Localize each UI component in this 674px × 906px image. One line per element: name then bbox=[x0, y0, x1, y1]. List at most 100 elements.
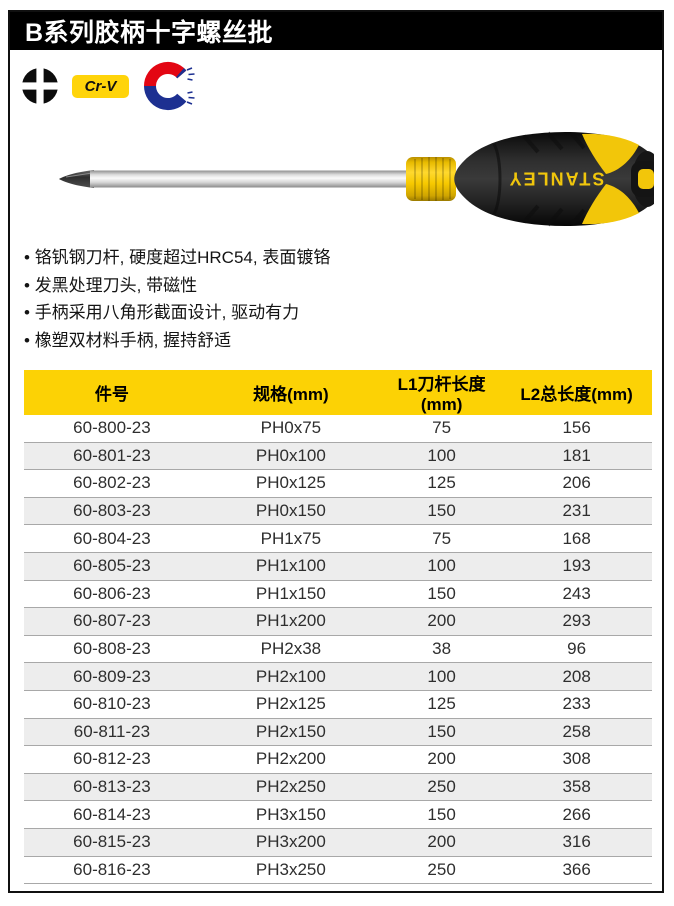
part-number-cell: 60-803-23 bbox=[24, 497, 200, 526]
feature-item: 发黑处理刀头, 带磁性 bbox=[24, 272, 662, 300]
crv-badge: Cr-V bbox=[72, 74, 129, 98]
spec-cell: PH3x150 bbox=[199, 800, 382, 829]
l1-length-cell: 150 bbox=[381, 800, 502, 829]
spec-cell: PH2x38 bbox=[199, 635, 382, 664]
l1-length-cell: 38 bbox=[381, 635, 502, 664]
header-l2-length: L2总长度(mm) bbox=[501, 370, 652, 415]
shaft bbox=[90, 170, 408, 188]
table-row: 60-815-23 PH3x200 200 316 bbox=[24, 828, 652, 857]
spec-cell: PH0x75 bbox=[199, 415, 382, 443]
spec-cell: PH2x200 bbox=[199, 745, 382, 774]
l1-length-cell: 125 bbox=[381, 469, 502, 498]
spec-cell: PH2x250 bbox=[199, 773, 382, 802]
spec-cell: PH1x150 bbox=[199, 580, 382, 609]
header-spec: 规格(mm) bbox=[199, 370, 382, 415]
spec-table-body: 60-800-23 PH0x75 75 156 60-801-23 PH0x100 100 1… bbox=[24, 415, 652, 885]
ferrule bbox=[406, 157, 456, 201]
spec-cell: PH0x125 bbox=[199, 469, 382, 498]
spec-cell: PH3x250 bbox=[199, 856, 382, 885]
l1-length-cell: 250 bbox=[381, 773, 502, 802]
l2-length-cell: 266 bbox=[501, 800, 652, 829]
l1-length-cell: 100 bbox=[381, 442, 502, 471]
phillips-tip bbox=[59, 170, 94, 188]
page-header: B系列胶柄十字螺丝批 bbox=[10, 12, 662, 50]
table-row: 60-816-23 PH3x250 250 366 bbox=[24, 856, 652, 885]
brand-text: STANLEY bbox=[508, 169, 605, 189]
l1-length-cell: 100 bbox=[381, 552, 502, 581]
spec-cell: PH2x125 bbox=[199, 690, 382, 719]
l2-length-cell: 233 bbox=[501, 690, 652, 719]
table-row: 60-800-23 PH0x75 75 156 bbox=[24, 415, 652, 443]
l2-length-cell: 308 bbox=[501, 745, 652, 774]
l2-length-cell: 258 bbox=[501, 718, 652, 747]
l2-length-cell: 293 bbox=[501, 607, 652, 636]
l1-length-cell: 200 bbox=[381, 828, 502, 857]
part-number-cell: 60-810-23 bbox=[24, 690, 200, 719]
l1-length-cell: 150 bbox=[381, 580, 502, 609]
l2-length-cell: 193 bbox=[501, 552, 652, 581]
table-row: 60-812-23 PH2x200 200 308 bbox=[24, 745, 652, 774]
feature-list: 铬钒钢刀杆, 硬度超过HRC54, 表面镀铬 发黑处理刀头, 带磁性 手柄采用八… bbox=[10, 244, 662, 354]
l2-length-cell: 231 bbox=[501, 497, 652, 526]
table-row: 60-810-23 PH2x125 125 233 bbox=[24, 690, 652, 719]
l2-length-cell: 208 bbox=[501, 662, 652, 691]
part-number-cell: 60-811-23 bbox=[24, 718, 200, 747]
part-number-cell: 60-805-23 bbox=[24, 552, 200, 581]
part-number-cell: 60-813-23 bbox=[24, 773, 200, 802]
feature-item: 铬钒钢刀杆, 硬度超过HRC54, 表面镀铬 bbox=[24, 244, 662, 272]
part-number-cell: 60-802-23 bbox=[24, 469, 200, 498]
table-row: 60-814-23 PH3x150 150 266 bbox=[24, 800, 652, 829]
header-l1-length: L1刀杆长度(mm) bbox=[381, 370, 502, 415]
l2-length-cell: 243 bbox=[501, 580, 652, 609]
hanging-hole bbox=[638, 169, 654, 189]
table-row: 60-813-23 PH2x250 250 358 bbox=[24, 773, 652, 802]
l2-length-cell: 181 bbox=[501, 442, 652, 471]
l1-length-cell: 200 bbox=[381, 745, 502, 774]
table-row: 60-802-23 PH0x125 125 206 bbox=[24, 469, 652, 498]
part-number-cell: 60-800-23 bbox=[24, 415, 200, 443]
feature-item: 手柄采用八角形截面设计, 驱动有力 bbox=[24, 299, 662, 327]
l1-length-cell: 125 bbox=[381, 690, 502, 719]
page-title: B系列胶柄十字螺丝批 bbox=[25, 19, 274, 47]
part-number-cell: 60-807-23 bbox=[24, 607, 200, 636]
header-part-number: 件号 bbox=[24, 370, 200, 415]
table-row: 60-805-23 PH1x100 100 193 bbox=[24, 552, 652, 581]
l1-length-cell: 100 bbox=[381, 662, 502, 691]
l2-length-cell: 156 bbox=[501, 415, 652, 443]
spec-cell: PH2x150 bbox=[199, 718, 382, 747]
part-number-cell: 60-806-23 bbox=[24, 580, 200, 609]
spec-cell: PH1x75 bbox=[199, 524, 382, 553]
crv-label: Cr-V bbox=[84, 77, 117, 95]
l2-length-cell: 206 bbox=[501, 469, 652, 498]
l1-length-cell: 150 bbox=[381, 497, 502, 526]
l1-length-cell: 250 bbox=[381, 856, 502, 885]
l1-length-cell: 150 bbox=[381, 718, 502, 747]
l2-length-cell: 96 bbox=[501, 635, 652, 664]
phillips-head-icon bbox=[21, 67, 59, 105]
table-row: 60-806-23 PH1x150 150 243 bbox=[24, 580, 652, 609]
table-row: 60-801-23 PH0x100 100 181 bbox=[24, 442, 652, 471]
magnet-icon bbox=[143, 61, 195, 111]
spec-cell: PH1x100 bbox=[199, 552, 382, 581]
l2-length-cell: 168 bbox=[501, 524, 652, 553]
table-row: 60-811-23 PH2x150 150 258 bbox=[24, 718, 652, 747]
feature-item: 橡塑双材料手柄, 握持舒适 bbox=[24, 327, 662, 355]
l1-length-cell: 200 bbox=[381, 607, 502, 636]
l2-length-cell: 316 bbox=[501, 828, 652, 857]
table-row: 60-804-23 PH1x75 75 168 bbox=[24, 524, 652, 553]
part-number-cell: 60-809-23 bbox=[24, 662, 200, 691]
product-image: STANLEY bbox=[10, 122, 662, 238]
part-number-cell: 60-804-23 bbox=[24, 524, 200, 553]
part-number-cell: 60-808-23 bbox=[24, 635, 200, 664]
table-row: 60-803-23 PH0x150 150 231 bbox=[24, 497, 652, 526]
l1-length-cell: 75 bbox=[381, 415, 502, 443]
catalog-page: B系列胶柄十字螺丝批 Cr-V bbox=[8, 10, 664, 893]
part-number-cell: 60-816-23 bbox=[24, 856, 200, 885]
part-number-cell: 60-815-23 bbox=[24, 828, 200, 857]
spec-cell: PH0x150 bbox=[199, 497, 382, 526]
part-number-cell: 60-814-23 bbox=[24, 800, 200, 829]
l2-length-cell: 366 bbox=[501, 856, 652, 885]
table-header-row: 件号 规格(mm) L1刀杆长度(mm) L2总长度(mm) bbox=[24, 370, 652, 415]
part-number-cell: 60-801-23 bbox=[24, 442, 200, 471]
table-row: 60-809-23 PH2x100 100 208 bbox=[24, 662, 652, 691]
